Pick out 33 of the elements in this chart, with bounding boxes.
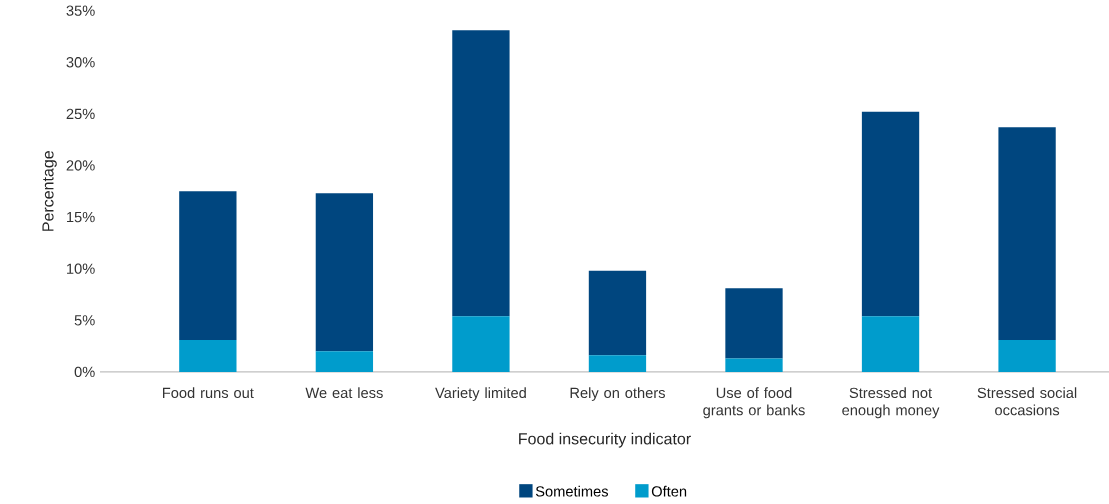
y-tick-label: 5% (74, 315, 95, 326)
bar (998, 339, 1056, 372)
bar (588, 355, 647, 372)
y-axis-title: Percentage (42, 151, 57, 231)
bar (725, 288, 783, 359)
y-tick-label: 20% (66, 160, 95, 171)
bar (452, 316, 510, 372)
legend-label: Sometimes (535, 485, 609, 497)
x-tick-label: Use of food grants or banks (703, 387, 805, 419)
x-tick-label: Food runs out (163, 387, 254, 399)
bar (315, 351, 374, 372)
x-tick-label: We eat less (305, 387, 383, 399)
y-tick-label: 35% (66, 5, 95, 16)
bar (452, 30, 510, 317)
bar (315, 193, 374, 352)
y-tick-label: 30% (66, 57, 95, 68)
x-tick-label: Stressed not enough money (842, 387, 940, 419)
y-tick-label: 25% (66, 108, 95, 120)
x-tick-label: Rely on others (570, 387, 665, 401)
bar (861, 316, 920, 372)
y-tick-label: 15% (67, 212, 95, 223)
bar (179, 191, 237, 340)
x-tick-label: Stressed social occasions (977, 387, 1077, 416)
bar (998, 127, 1056, 340)
x-tick-label: Variety limited (435, 387, 526, 401)
legend-label: Often (651, 485, 687, 497)
y-tick-label: 10% (67, 263, 95, 274)
bar (725, 358, 783, 372)
bar (179, 339, 237, 372)
y-tick-label: 0% (74, 366, 95, 378)
x-axis-title: Food insecurity indicator (519, 432, 691, 448)
bar (861, 111, 920, 317)
bar (588, 270, 647, 356)
